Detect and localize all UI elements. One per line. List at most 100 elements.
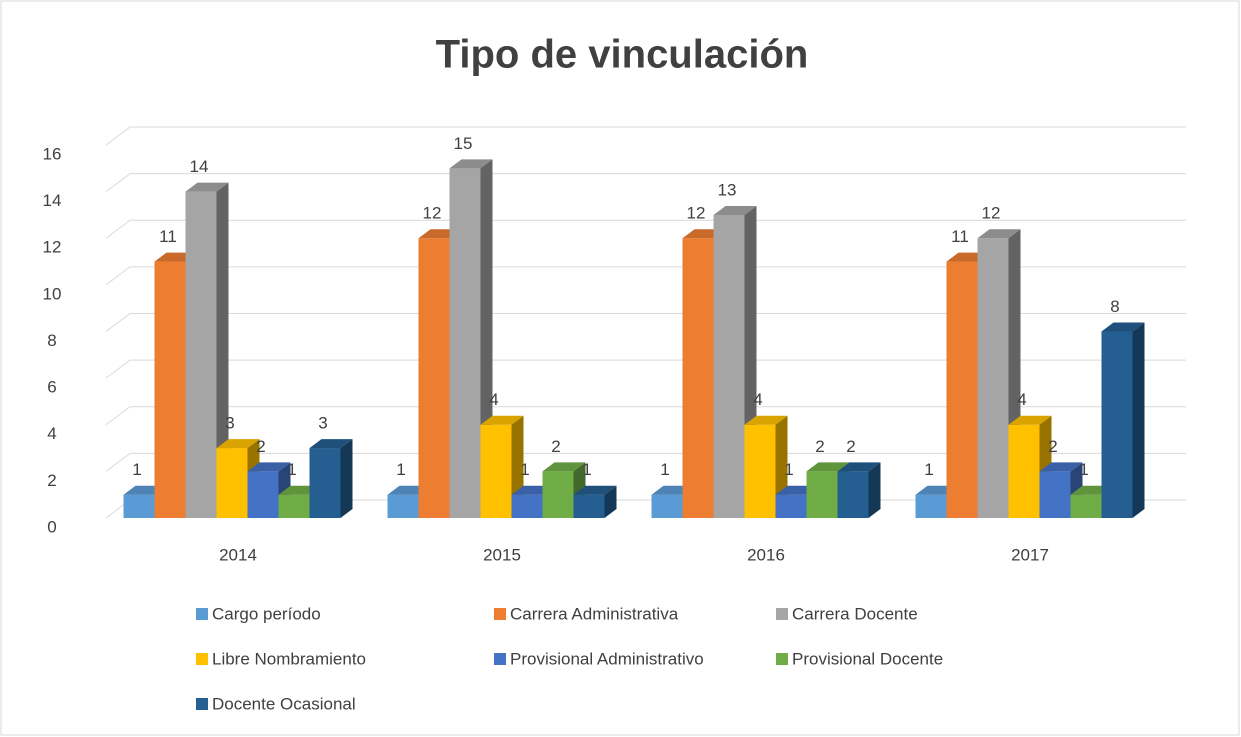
- bar-top: [247, 462, 291, 472]
- bar-front: [185, 191, 217, 518]
- bar-top: [1008, 415, 1052, 425]
- y-tick-label: 12: [43, 238, 62, 257]
- bar-front: [573, 494, 605, 518]
- data-label: 4: [489, 390, 498, 409]
- bar-front: [154, 261, 186, 518]
- data-label: 1: [784, 460, 793, 479]
- grid-line: [105, 173, 1186, 193]
- bar-front: [247, 471, 279, 518]
- y-tick-label: 2: [47, 471, 56, 490]
- data-label: 1: [287, 460, 296, 479]
- bar-top: [573, 485, 617, 495]
- legend-swatch: [494, 608, 506, 620]
- bar-top: [713, 205, 757, 215]
- data-label: 1: [132, 460, 141, 479]
- legend-swatch: [196, 608, 208, 620]
- bar-front: [744, 424, 776, 518]
- bar-top: [1039, 462, 1083, 472]
- bar-top: [744, 415, 788, 425]
- legend-label: Provisional Administrativo: [510, 649, 704, 668]
- legend-swatch: [196, 653, 208, 665]
- data-label: 1: [1079, 460, 1088, 479]
- grid-line: [105, 266, 1186, 286]
- bar-front: [1008, 424, 1040, 518]
- bar-top: [480, 415, 524, 425]
- data-label: 2: [1048, 437, 1057, 456]
- data-label: 14: [190, 157, 209, 176]
- bar-front: [837, 471, 869, 518]
- bar-front: [977, 238, 1009, 518]
- grid-line: [105, 359, 1186, 379]
- bar-side: [604, 485, 617, 518]
- legend-label: Carrera Docente: [792, 604, 918, 623]
- bar-front: [418, 238, 450, 518]
- grid-line: [105, 406, 1186, 426]
- bar-side: [340, 439, 353, 518]
- data-label: 13: [718, 180, 737, 199]
- legend-label: Carrera Administrativa: [510, 604, 679, 623]
- bar-top: [449, 159, 493, 169]
- data-label: 12: [423, 204, 442, 223]
- grid-line: [105, 219, 1186, 239]
- legend-swatch: [776, 608, 788, 620]
- y-tick-label: 16: [43, 144, 62, 163]
- legend-label: Libre Nombramiento: [212, 649, 366, 668]
- bar-side: [216, 182, 229, 518]
- bar-front: [278, 494, 310, 518]
- x-tick-label: 2017: [1011, 545, 1049, 564]
- data-label: 3: [225, 414, 234, 433]
- bar-front: [542, 471, 574, 518]
- bar-front: [1101, 331, 1133, 518]
- data-label: 2: [256, 437, 265, 456]
- data-label: 2: [846, 437, 855, 456]
- x-tick-label: 2014: [219, 545, 257, 564]
- bar-front: [449, 168, 481, 518]
- y-tick-label: 0: [47, 517, 56, 536]
- legend-label: Provisional Docente: [792, 649, 943, 668]
- y-tick-label: 10: [43, 284, 62, 303]
- bar-front: [123, 494, 155, 518]
- data-label: 2: [551, 437, 560, 456]
- legend-label: Docente Ocasional: [212, 694, 356, 713]
- data-label: 4: [1017, 390, 1026, 409]
- data-label: 11: [159, 227, 177, 246]
- legend-swatch: [196, 698, 208, 710]
- x-tick-label: 2015: [483, 545, 521, 564]
- grid-line: [105, 313, 1186, 332]
- bar-side: [868, 462, 881, 518]
- grid-line: [105, 452, 1186, 472]
- bar-front: [309, 448, 341, 518]
- bar-front: [480, 424, 512, 518]
- bar-top: [309, 439, 353, 449]
- bar-front: [1070, 494, 1102, 518]
- data-label: 1: [520, 460, 529, 479]
- data-label: 12: [687, 204, 706, 223]
- bar-top: [542, 462, 586, 472]
- x-tick-label: 2016: [747, 545, 785, 564]
- data-label: 4: [753, 390, 762, 409]
- bar-top: [1101, 322, 1145, 332]
- bar-front: [915, 494, 947, 518]
- data-label: 8: [1110, 297, 1119, 316]
- y-tick-label: 8: [47, 331, 56, 350]
- grid-line: [105, 126, 1186, 146]
- data-label: 2: [815, 437, 824, 456]
- bar-top: [185, 182, 229, 192]
- data-label: 11: [951, 227, 969, 246]
- bar-front: [775, 494, 807, 518]
- bar-top: [837, 462, 881, 472]
- data-label: 12: [982, 204, 1001, 223]
- bar-front: [1039, 471, 1071, 518]
- bar-side: [1132, 322, 1145, 518]
- data-label: 1: [660, 460, 669, 479]
- bar-front: [713, 214, 745, 518]
- data-label: 1: [396, 460, 405, 479]
- bar-front: [682, 238, 714, 518]
- data-label: 1: [924, 460, 933, 479]
- y-tick-label: 4: [47, 424, 56, 443]
- bar-top: [216, 439, 260, 449]
- bar-front: [806, 471, 838, 518]
- y-tick-label: 6: [47, 378, 56, 397]
- bar-front: [651, 494, 683, 518]
